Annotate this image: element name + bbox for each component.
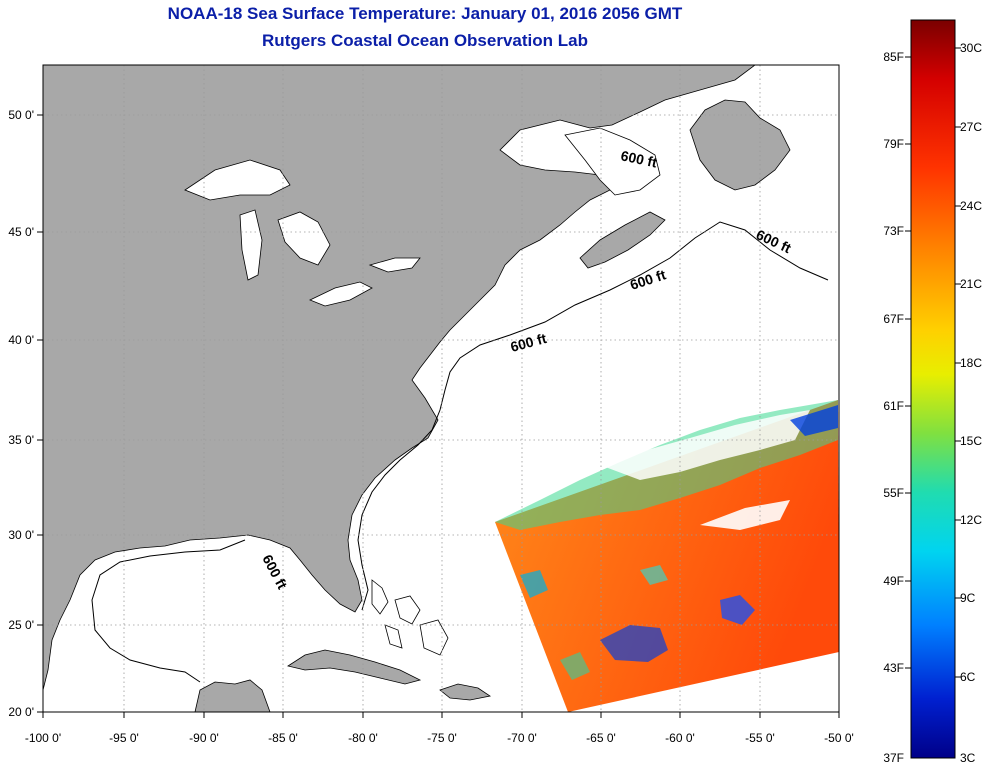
newfoundland-island [689, 99, 791, 191]
great-lakes [184, 159, 421, 307]
colorbar-f-label: 61F [883, 399, 904, 413]
isobath-label: 600 ft [619, 147, 658, 170]
colorbar-f-label: 79F [883, 137, 904, 151]
colorbar-c-label: 27C [960, 120, 982, 134]
isobath-600ft-line [357, 221, 829, 611]
map-title: NOAA-18 Sea Surface Temperature: January… [167, 4, 683, 23]
colorbar-f-label: 49F [883, 574, 904, 588]
colorbar-c-label: 15C [960, 434, 982, 448]
bahamas-islands [371, 579, 449, 656]
colorbar-c-label: 21C [960, 277, 982, 291]
lon-tick-label: -90 0' [189, 731, 219, 745]
colorbar-c-label: 30C [960, 41, 982, 55]
lat-tick-label: 30 0' [8, 528, 34, 542]
axis-ticks [37, 114, 840, 718]
colorbar-f-label: 73F [883, 224, 904, 238]
colorbar-f-label: 43F [883, 661, 904, 675]
temperature-colorbar: 85F 79F 73F 67F 61F 55F 49F 43F 37F 30C … [883, 19, 982, 765]
gulf-of-st-lawrence [564, 127, 661, 196]
colorbar-c-label: 9C [960, 591, 976, 605]
sst-swath [495, 400, 839, 712]
lat-tick-label: 25 0' [8, 618, 34, 632]
latitude-axis: 50 0' 45 0' 40 0' 35 0' 30 0' 25 0' 20 0… [8, 108, 34, 719]
hispaniola-island [439, 683, 492, 701]
colorbar-f-label: 55F [883, 486, 904, 500]
lon-tick-label: -50 0' [824, 731, 854, 745]
lon-tick-label: -80 0' [348, 731, 378, 745]
colorbar-c-label: 3C [960, 751, 976, 765]
colorbar-c-label: 6C [960, 670, 976, 684]
colorbar-f-label: 67F [883, 312, 904, 326]
colorbar-c-label: 18C [960, 356, 982, 370]
lon-tick-label: -95 0' [109, 731, 139, 745]
lon-tick-label: -65 0' [586, 731, 616, 745]
north-america-land [43, 65, 756, 691]
colorbar-f-label: 37F [883, 751, 904, 765]
lon-tick-label: -100 0' [25, 731, 61, 745]
colorbar-gradient [910, 19, 956, 759]
map-subtitle: Rutgers Coastal Ocean Observation Lab [262, 31, 588, 50]
lon-tick-label: -70 0' [507, 731, 537, 745]
colorbar-c-label: 24C [960, 199, 982, 213]
lon-tick-label: -60 0' [665, 731, 695, 745]
lat-tick-label: 35 0' [8, 433, 34, 447]
colorbar-f-label: 85F [883, 50, 904, 64]
lon-tick-label: -55 0' [745, 731, 775, 745]
lat-tick-label: 20 0' [8, 705, 34, 719]
cuba-island [286, 649, 422, 685]
lat-tick-label: 50 0' [8, 108, 34, 122]
colorbar-c-label: 12C [960, 513, 982, 527]
longitude-axis: -100 0' -95 0' -90 0' -85 0' -80 0' -75 … [25, 731, 854, 745]
lat-tick-label: 45 0' [8, 225, 34, 239]
isobath-gulf-line [91, 539, 246, 683]
lat-tick-label: 40 0' [8, 333, 34, 347]
yucatan-land [194, 679, 271, 712]
map-frame [42, 64, 840, 713]
lon-tick-label: -85 0' [268, 731, 298, 745]
lon-tick-label: -75 0' [427, 731, 457, 745]
